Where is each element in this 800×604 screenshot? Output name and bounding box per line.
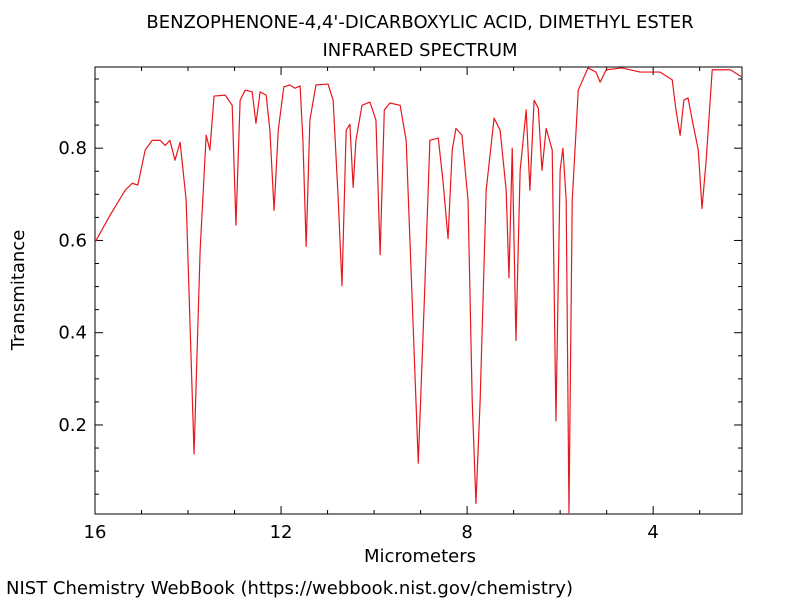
y-tick-label: 0.8 bbox=[58, 138, 87, 159]
spectrum-line bbox=[94, 67, 743, 514]
x-tick-label: 8 bbox=[461, 522, 472, 543]
x-tick-label: 12 bbox=[270, 522, 293, 543]
x-axis-label: Micrometers bbox=[364, 546, 476, 567]
x-tick-label: 16 bbox=[84, 522, 107, 543]
y-tick-label: 0.6 bbox=[58, 230, 87, 251]
source-note: NIST Chemistry WebBook (https://webbook.… bbox=[6, 578, 573, 599]
plot-frame bbox=[94, 66, 743, 515]
y-tick-label: 0.2 bbox=[58, 415, 87, 436]
y-axis-label: Transmitance bbox=[8, 230, 29, 352]
y-tick-label: 0.4 bbox=[58, 323, 87, 344]
chart-subtitle: INFRARED SPECTRUM bbox=[322, 40, 517, 61]
x-tick-label: 4 bbox=[647, 522, 658, 543]
chart-title: BENZOPHENONE-4,4'-DICARBOXYLIC ACID, DIM… bbox=[146, 12, 693, 33]
